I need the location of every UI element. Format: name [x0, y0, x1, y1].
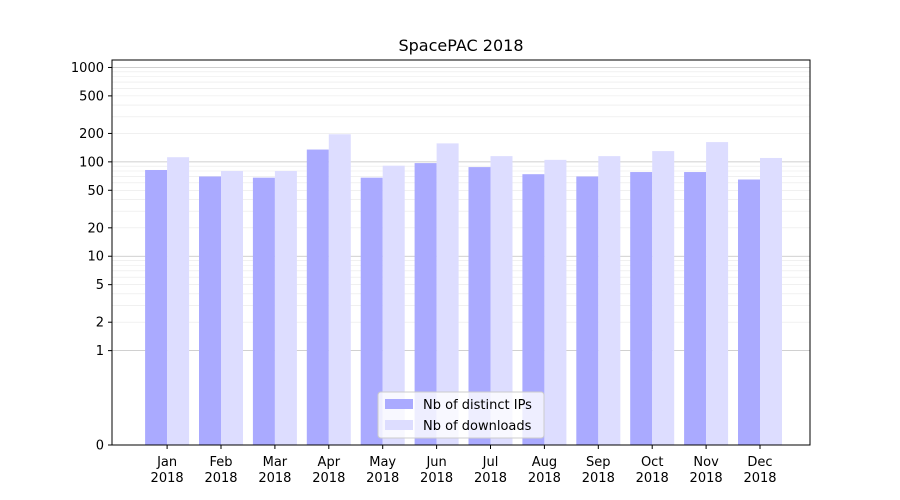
x-tick-label-year: 2018: [690, 471, 723, 486]
x-tick-label-month: May: [369, 455, 396, 470]
bar-downloads: [490, 156, 513, 446]
y-tick-label: 10: [87, 250, 104, 265]
bar-distinct-ips: [468, 167, 491, 445]
legend-swatch: [385, 420, 413, 430]
y-tick-label: 200: [79, 127, 104, 142]
x-tick-label-month: Jan: [156, 455, 177, 470]
chart-title: SpacePAC 2018: [398, 36, 523, 55]
bar-distinct-ips: [684, 172, 707, 445]
x-axis: Jan2018Feb2018Mar2018Apr2018May2018Jun20…: [151, 445, 777, 486]
bar-downloads: [328, 134, 351, 446]
x-tick-label-month: Aug: [532, 455, 557, 470]
plot-frame: [111, 59, 811, 446]
x-tick-label-month: Jul: [482, 455, 499, 470]
y-tick-label: 50: [87, 184, 104, 199]
bar-distinct-ips: [145, 169, 168, 446]
bar-distinct-ips: [630, 172, 653, 445]
x-tick-label-year: 2018: [582, 471, 615, 486]
y-tick-label: 1000: [71, 61, 104, 76]
y-tick-label: 20: [87, 221, 104, 236]
x-tick-label-month: Oct: [641, 455, 663, 470]
x-tick-label-year: 2018: [151, 471, 184, 486]
y-tick-label: 2: [96, 316, 104, 331]
y-axis: 0 1 2 5 10 20 50 100 200 500 1000: [71, 61, 112, 454]
legend-box: [377, 391, 545, 439]
x-tick-label-year: 2018: [312, 471, 345, 486]
x-tick-label-month: Dec: [747, 455, 772, 470]
bar-downloads: [436, 143, 459, 445]
legend-label: Nb of downloads: [423, 419, 532, 434]
x-tick-label-year: 2018: [420, 471, 453, 486]
x-tick-label-month: Sep: [586, 455, 611, 470]
x-tick-label-month: Jun: [425, 455, 446, 470]
y-tick-label: 100: [79, 155, 104, 170]
y-tick-label: 5: [96, 278, 104, 293]
x-tick-label-month: Feb: [209, 455, 232, 470]
legend-label: Nb of distinct IPs: [423, 398, 532, 413]
bar-distinct-ips: [738, 179, 761, 445]
x-tick-label-year: 2018: [474, 471, 507, 486]
bar-downloads: [706, 142, 729, 445]
x-tick-label-year: 2018: [366, 471, 399, 486]
bar-downloads: [652, 151, 675, 446]
legend-swatch: [385, 399, 413, 409]
x-tick-label-year: 2018: [743, 471, 776, 486]
bar-downloads: [382, 165, 405, 445]
legend: Nb of distinct IPs Nb of downloads: [377, 391, 545, 439]
bar-distinct-ips: [306, 149, 329, 445]
bar-distinct-ips: [199, 176, 222, 445]
bar-downloads: [167, 157, 190, 446]
bar-downloads: [760, 157, 783, 445]
x-tick-label-year: 2018: [258, 471, 291, 486]
bar-downloads: [274, 171, 297, 446]
bar-distinct-ips: [414, 163, 437, 445]
x-tick-label-month: Apr: [318, 455, 341, 470]
x-tick-label-month: Mar: [263, 455, 288, 470]
bar-distinct-ips: [522, 174, 545, 445]
bars: [145, 134, 783, 446]
bar-distinct-ips: [252, 177, 275, 446]
bar-downloads: [221, 171, 244, 446]
bar-distinct-ips: [360, 177, 383, 446]
x-tick-label-year: 2018: [204, 471, 237, 486]
x-tick-label-month: Nov: [693, 455, 719, 470]
y-tick-label: 1: [96, 344, 104, 359]
y-tick-label: 500: [79, 89, 104, 104]
bar-downloads: [544, 159, 567, 446]
bar-downloads: [598, 156, 621, 446]
x-tick-label-year: 2018: [528, 471, 561, 486]
x-tick-label-year: 2018: [636, 471, 669, 486]
y-tick-label: 0: [96, 439, 104, 454]
bar-distinct-ips: [576, 176, 599, 445]
